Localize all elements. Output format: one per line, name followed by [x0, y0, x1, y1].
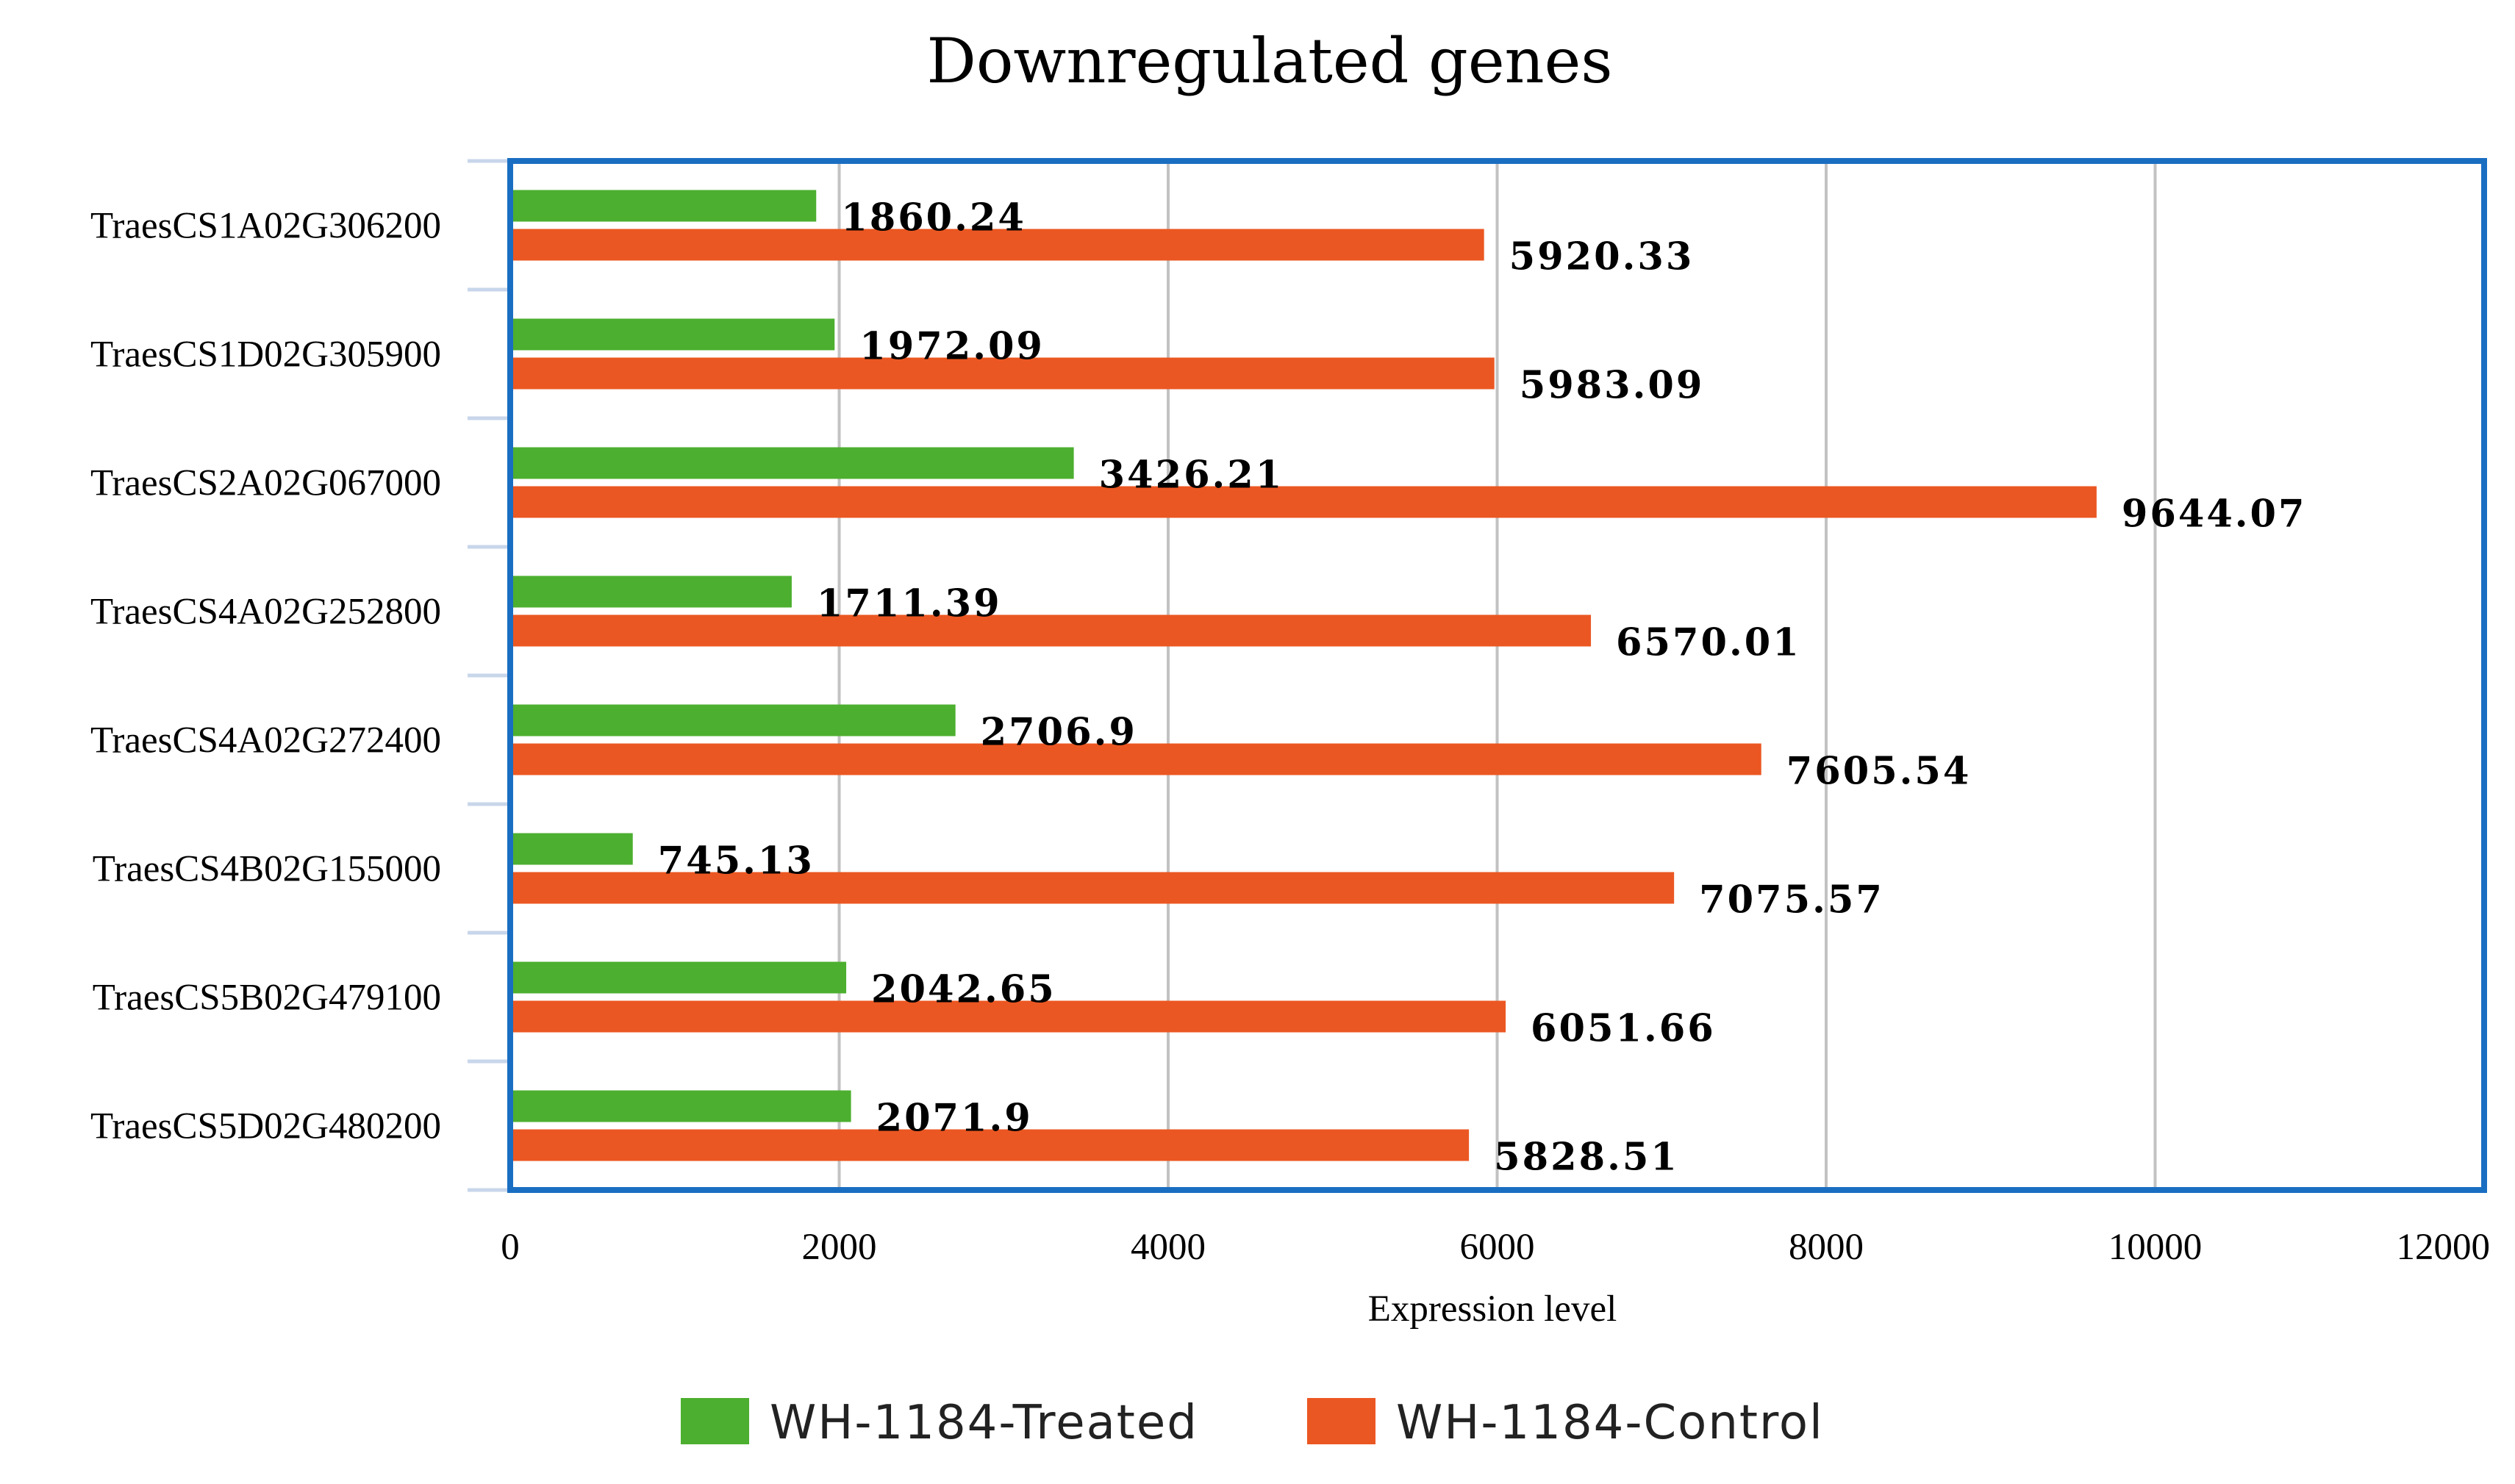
category-axis-ticks [468, 159, 510, 1192]
data-label-wh-1184-treated-traescs5b02g479100: 2042.65 [871, 968, 1056, 1012]
category-label-traescs4a02g252800: TraesCS4A02G252800 [90, 592, 441, 633]
x-tick-label-2000: 2000 [802, 1227, 877, 1268]
legend-label-wh-1184-control: WH-1184-Control [1396, 1396, 1824, 1450]
bar-wh-1184-treated-traescs5d02g480200 [513, 1090, 851, 1122]
bar-wh-1184-control-traescs1a02g306200 [513, 229, 1484, 261]
data-label-wh-1184-treated-traescs1d02g305900: 1972.09 [859, 325, 1045, 369]
bar-wh-1184-treated-traescs5b02g479100 [513, 961, 847, 994]
data-label-wh-1184-control-traescs2a02g067000: 9644.07 [2122, 492, 2307, 537]
x-tick-label-8000: 8000 [1789, 1227, 1864, 1268]
data-label-wh-1184-control-traescs1a02g306200: 5920.33 [1509, 235, 1695, 279]
data-labels: 1860.24 5920.33 1972.09 5983.09 3426.21 9644.… [658, 196, 2307, 1180]
legend-swatch-wh-1184-control [1307, 1398, 1375, 1444]
chart-title: Downregulated genes [927, 25, 1613, 97]
bar-wh-1184-control-traescs5d02g480200 [513, 1129, 1470, 1161]
category-label-traescs5d02g480200: TraesCS5D02G480200 [90, 1106, 441, 1147]
x-tick-label-10000: 10000 [2108, 1227, 2203, 1268]
data-label-wh-1184-treated-traescs4b02g155000: 745.13 [658, 839, 815, 883]
data-label-wh-1184-control-traescs5d02g480200: 5828.51 [1494, 1136, 1679, 1180]
bar-wh-1184-control-traescs4b02g155000 [513, 872, 1675, 904]
data-label-wh-1184-treated-traescs2a02g067000: 3426.21 [1099, 454, 1284, 498]
data-label-wh-1184-treated-traescs1a02g306200: 1860.24 [841, 196, 1026, 240]
category-label-traescs4a02g272400: TraesCS4A02G272400 [90, 720, 441, 761]
bar-wh-1184-control-traescs2a02g067000 [513, 486, 2097, 518]
bar-wh-1184-control-traescs1d02g305900 [513, 357, 1495, 390]
bar-wh-1184-treated-traescs1a02g306200 [513, 190, 817, 222]
legend-label-wh-1184-treated: WH-1184-Treated [770, 1396, 1198, 1450]
bars [513, 190, 2097, 1161]
bar-wh-1184-treated-traescs4b02g155000 [513, 833, 633, 865]
bar-wh-1184-treated-traescs4a02g272400 [513, 704, 956, 736]
bar-wh-1184-control-traescs5b02g479100 [513, 1000, 1506, 1033]
bar-wh-1184-treated-traescs4a02g252800 [513, 576, 792, 608]
x-tick-label-4000: 4000 [1131, 1227, 1206, 1268]
x-axis-tick-labels: 0 2000 4000 6000 8000 10000 12000 [501, 1227, 2490, 1268]
data-label-wh-1184-control-traescs4a02g252800: 6570.01 [1616, 621, 1801, 665]
x-tick-label-0: 0 [501, 1227, 520, 1268]
bar-wh-1184-control-traescs4a02g272400 [513, 743, 1761, 775]
bar-wh-1184-control-traescs4a02g252800 [513, 614, 1592, 647]
data-label-wh-1184-control-traescs4a02g272400: 7605.54 [1786, 750, 1972, 794]
legend-swatch-wh-1184-treated [681, 1398, 749, 1444]
data-label-wh-1184-control-traescs1d02g305900: 5983.09 [1520, 364, 1705, 408]
bar-wh-1184-treated-traescs2a02g067000 [513, 447, 1074, 479]
data-label-wh-1184-treated-traescs5d02g480200: 2071.9 [876, 1097, 1033, 1141]
data-label-wh-1184-treated-traescs4a02g252800: 1711.39 [817, 582, 1002, 626]
category-label-traescs1d02g305900: TraesCS1D02G305900 [90, 334, 441, 376]
category-label-traescs2a02g067000: TraesCS2A02G067000 [90, 463, 441, 504]
x-axis-title: Expression level [1368, 1288, 1617, 1330]
legend: WH-1184-Treated WH-1184-Control [681, 1396, 1824, 1450]
bar-wh-1184-treated-traescs1d02g305900 [513, 318, 835, 351]
data-label-wh-1184-control-traescs5b02g479100: 6051.66 [1531, 1007, 1716, 1051]
data-label-wh-1184-treated-traescs4a02g272400: 2706.9 [981, 711, 1137, 755]
x-tick-label-6000: 6000 [1460, 1227, 1535, 1268]
data-label-wh-1184-control-traescs4b02g155000: 7075.57 [1699, 878, 1884, 922]
category-label-traescs5b02g479100: TraesCS5B02G479100 [93, 978, 441, 1019]
category-labels: TraesCS1A02G306200 TraesCS1D02G305900 Trae… [90, 206, 441, 1147]
category-label-traescs4b02g155000: TraesCS4B02G155000 [93, 849, 441, 890]
category-label-traescs1a02g306200: TraesCS1A02G306200 [90, 206, 441, 247]
plot-frame [507, 158, 2487, 1193]
x-tick-label-12000: 12000 [2397, 1227, 2491, 1268]
gridlines [837, 161, 2157, 1190]
